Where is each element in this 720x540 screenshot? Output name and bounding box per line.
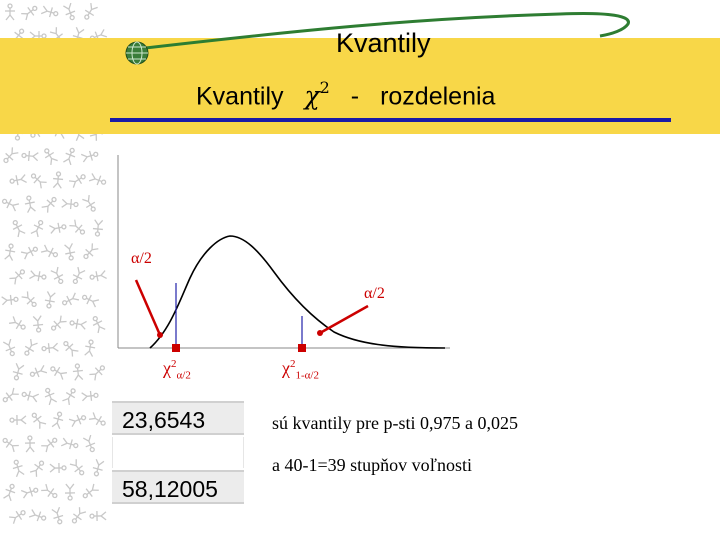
chi-left-symbol: χ <box>163 358 171 378</box>
upper-quantile-value: 58,12005 <box>112 470 244 504</box>
lower-quantile-value: 23,6543 <box>112 401 244 435</box>
subtitle-chi-symbol: χ2 <box>304 78 330 111</box>
subtitle-text: Kvantily <box>196 82 284 111</box>
chi-right-sup: 2 <box>290 358 296 370</box>
density-curve <box>149 235 446 349</box>
left-tail-arrow-dot <box>157 332 163 338</box>
chi-square-density-diagram <box>117 155 450 352</box>
chi-right-sub: 1-α/2 <box>295 369 319 382</box>
subtitle-chi: χ <box>304 81 320 111</box>
subtitle: Kvantily χ2 - rozdelenia <box>196 78 496 111</box>
decorative-swoosh <box>127 12 630 52</box>
subtitle-chi-power: 2 <box>319 78 330 97</box>
chi-left-sup: 2 <box>171 358 177 370</box>
alpha-left-label: α/2 <box>131 250 152 267</box>
chi-right-symbol: χ <box>282 358 290 378</box>
subtitle-tail: rozdelenia <box>380 82 496 111</box>
upper-quantile-marker <box>298 344 306 352</box>
value-box-gap <box>112 437 244 468</box>
chi-right-label: χ21-α/2 <box>282 358 319 382</box>
left-tail-arrow <box>134 279 162 336</box>
chi-left-label: χ2α/2 <box>163 358 191 382</box>
caption-line-1: sú kvantily pre p-sti 0,975 a 0,025 <box>272 413 518 433</box>
caption-line-2: a 40-1=39 stupňov voľnosti <box>272 455 472 475</box>
alpha-right-label: α/2 <box>364 285 385 302</box>
page-title: Kvantily <box>336 28 431 58</box>
right-tail-arrow-dot <box>317 330 323 336</box>
subtitle-dash: - <box>350 82 360 111</box>
title-underline <box>110 118 671 122</box>
globe-icon <box>125 41 149 65</box>
lower-quantile-marker <box>172 344 180 352</box>
right-tail-arrow <box>319 304 369 335</box>
chi-left-sub: α/2 <box>176 369 191 382</box>
